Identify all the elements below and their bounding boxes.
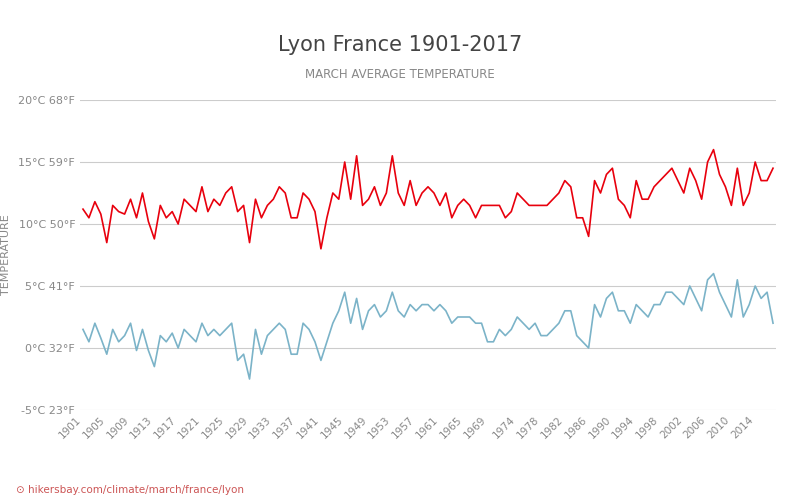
Text: ⊙ hikersbay.com/climate/march/france/lyon: ⊙ hikersbay.com/climate/march/france/lyo… xyxy=(16,485,244,495)
Text: MARCH AVERAGE TEMPERATURE: MARCH AVERAGE TEMPERATURE xyxy=(305,68,495,80)
Y-axis label: TEMPERATURE: TEMPERATURE xyxy=(2,214,11,296)
Text: Lyon France 1901-2017: Lyon France 1901-2017 xyxy=(278,35,522,55)
